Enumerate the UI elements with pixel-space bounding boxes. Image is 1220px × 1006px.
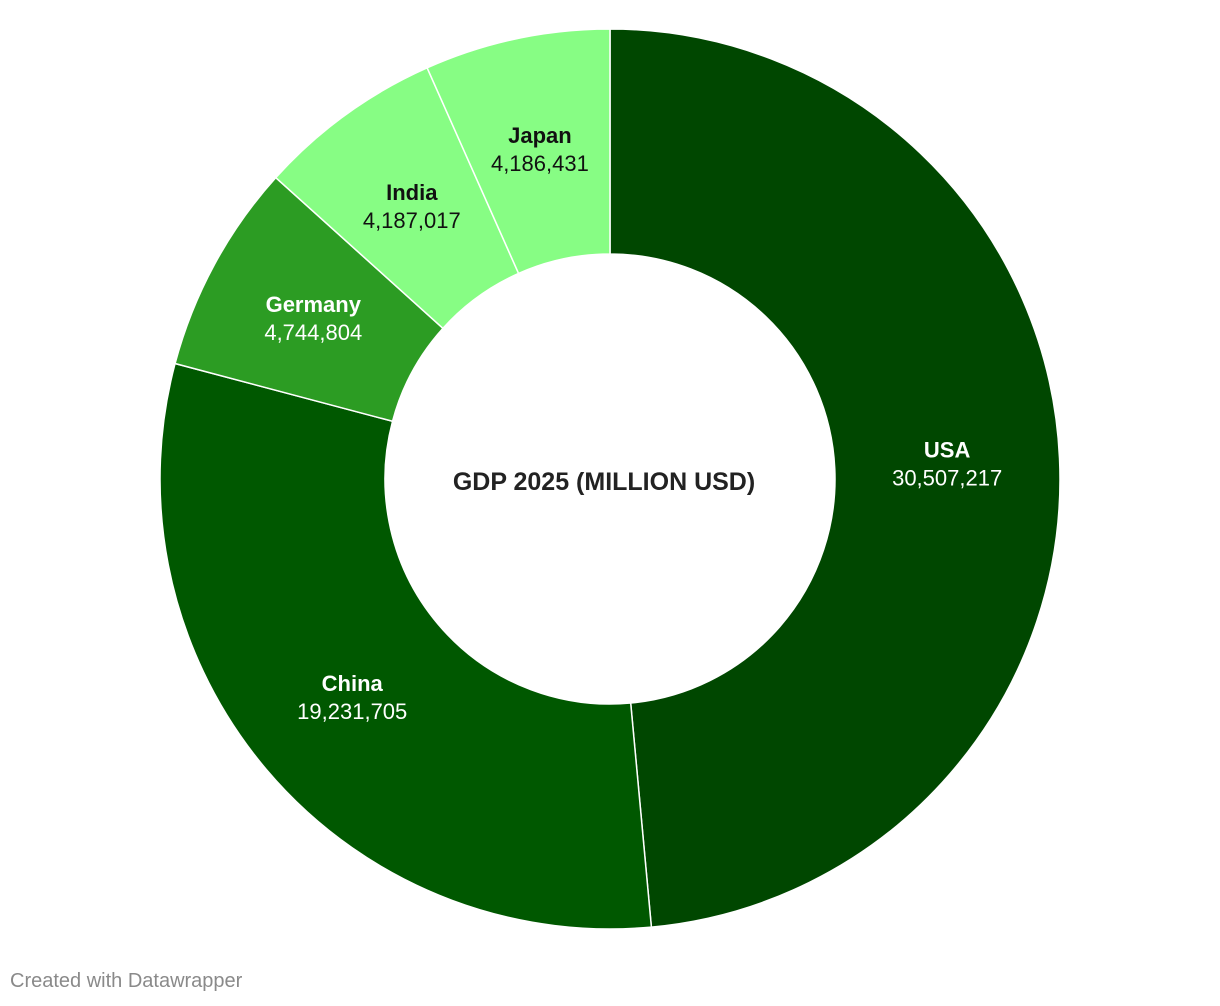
donut-slices	[159, 28, 1061, 930]
chart-center-title: GDP 2025 (MILLION USD)	[453, 468, 755, 496]
slice-label-germany: Germany	[266, 292, 362, 317]
slice-value-china: 19,231,705	[297, 699, 407, 724]
slice-label-usa: USA	[924, 437, 971, 462]
slice-china	[159, 362, 653, 930]
slice-usa	[609, 28, 1061, 928]
slice-value-japan: 4,186,431	[491, 151, 589, 176]
slice-value-usa: 30,507,217	[892, 465, 1002, 490]
slice-label-japan: Japan	[508, 123, 572, 148]
slice-value-india: 4,187,017	[363, 208, 461, 233]
slice-japan	[426, 28, 611, 275]
slice-label-india: India	[386, 180, 438, 205]
datawrapper-credit: Created with Datawrapper	[10, 970, 243, 992]
slice-labels: USA 30,507,217 China 19,231,705 Germany 4,744…	[264, 123, 1002, 724]
slice-label-china: China	[322, 671, 384, 696]
slice-value-germany: 4,744,804	[264, 320, 362, 345]
